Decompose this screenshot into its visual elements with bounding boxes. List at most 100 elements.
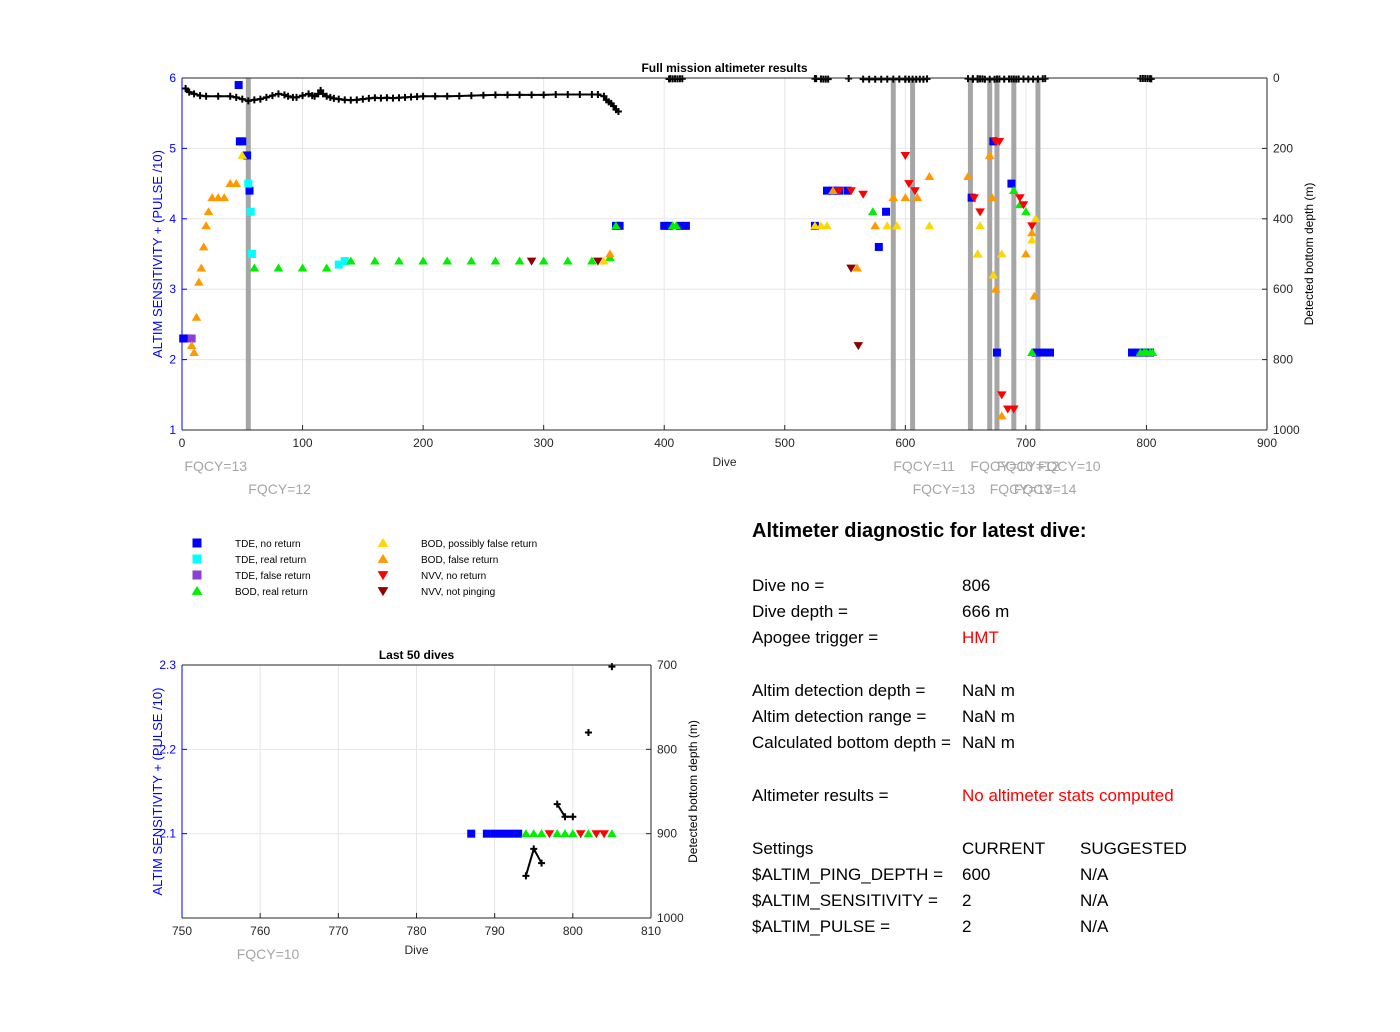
data-point <box>442 256 453 265</box>
data-point <box>607 829 617 838</box>
bottom-depth-point <box>516 91 524 99</box>
data-point <box>1027 228 1037 237</box>
bottom-depth-point <box>305 90 313 98</box>
x-tick-label: 300 <box>534 436 554 450</box>
data-point <box>924 221 935 230</box>
legend-label: TDE, false return <box>235 571 311 582</box>
fqcy-label: FQCY=10 <box>1038 458 1101 474</box>
data-point <box>1027 348 1037 356</box>
bottom-depth-point <box>895 75 903 83</box>
data-point <box>681 221 690 230</box>
y-right-tick-label: 0 <box>1273 71 1280 85</box>
data-point <box>1027 235 1037 244</box>
bottom-depth-point <box>877 75 885 83</box>
x-axis-label: Dive <box>404 943 428 957</box>
data-point <box>992 348 1001 357</box>
dive-no-label: Dive no = <box>752 576 825 595</box>
data-point <box>846 264 856 273</box>
bottom-depth-point <box>214 92 222 100</box>
data-point <box>238 137 247 146</box>
bottom-depth-point <box>232 93 240 101</box>
bottom-depth-point <box>413 93 421 101</box>
bottom-depth-point <box>359 95 367 103</box>
x-tick-label: 200 <box>413 436 433 450</box>
data-point <box>552 829 562 838</box>
data-point <box>246 207 255 216</box>
x-tick-label: 700 <box>1016 436 1036 450</box>
data-point <box>910 187 920 196</box>
data-point <box>599 256 609 265</box>
setting-current: 2 <box>962 891 972 910</box>
data-point <box>611 221 621 230</box>
y-right-tick-label: 800 <box>657 742 677 756</box>
settings-label: Settings <box>752 839 814 858</box>
fqcy-label: FQCY=10 <box>970 458 1033 474</box>
data-point <box>822 186 831 195</box>
data-point <box>196 263 207 272</box>
data-point <box>273 263 284 272</box>
data-point <box>370 256 380 265</box>
detect-range-label: Altim detection range = <box>752 707 927 726</box>
y-tick-label: 3 <box>169 282 176 296</box>
setting-suggested: N/A <box>1080 891 1109 910</box>
data-point <box>514 829 523 838</box>
data-point <box>599 830 609 839</box>
data-point <box>219 193 229 202</box>
bottom-depth-point <box>600 92 608 100</box>
data-point <box>591 830 602 839</box>
bottom-depth-point <box>353 96 361 104</box>
bottom-depth-point <box>491 91 499 99</box>
data-point <box>394 256 404 265</box>
x-tick-label: 900 <box>1257 436 1277 450</box>
bottom-depth-point <box>182 85 190 93</box>
bottom-depth-point <box>395 94 403 102</box>
data-point <box>237 150 248 159</box>
data-point <box>892 221 902 230</box>
bottom-depth-point <box>185 88 193 96</box>
bottom-depth-point <box>238 95 246 103</box>
data-point <box>1021 207 1031 216</box>
x-tick-label: 800 <box>1136 436 1156 450</box>
data-point <box>969 194 979 203</box>
y-tick-label: 1 <box>169 423 176 437</box>
data-point <box>231 179 242 188</box>
data-point <box>1127 348 1136 357</box>
bottom-depth-point <box>311 92 319 100</box>
data-point <box>1031 348 1040 357</box>
data-point <box>334 260 343 269</box>
bottom-depth-point <box>824 75 832 83</box>
data-point <box>528 829 539 838</box>
legend-label: NVV, no return <box>421 571 486 582</box>
bottom-depth-point <box>467 92 475 100</box>
setting-name: $ALTIM_SENSITIVITY = <box>752 891 938 910</box>
legend-label: BOD, real return <box>235 587 308 598</box>
data-point <box>583 829 594 838</box>
bottom-depth-point <box>284 92 292 100</box>
legend-label: TDE, real return <box>235 555 306 566</box>
data-point <box>870 221 880 230</box>
data-point <box>963 172 973 180</box>
bottom-depth-point <box>196 92 204 100</box>
data-point <box>482 829 491 838</box>
data-point <box>1030 214 1041 223</box>
detect-range-value: NaN m <box>962 707 1015 726</box>
data-point <box>514 256 525 265</box>
data-point <box>418 256 428 265</box>
legend-marker <box>192 570 202 580</box>
legend-label: TDE, no return <box>235 539 301 550</box>
bottom-depth-point <box>319 90 327 98</box>
data-point <box>853 342 864 351</box>
data-point <box>198 242 209 251</box>
data-point <box>615 221 624 230</box>
dive-depth-value: 666 m <box>962 602 1010 621</box>
bottom-depth-point <box>594 91 602 99</box>
bottom-depth-point <box>576 91 584 99</box>
bottom-depth-point <box>974 75 982 83</box>
bottom-depth-point <box>1041 75 1049 83</box>
data-point <box>1009 405 1019 414</box>
data-point <box>988 270 999 279</box>
data-point <box>665 221 674 230</box>
y-right-axis-label: Detected bottom depth (m) <box>686 720 700 863</box>
plot-area <box>182 78 1267 430</box>
data-point <box>538 256 549 265</box>
